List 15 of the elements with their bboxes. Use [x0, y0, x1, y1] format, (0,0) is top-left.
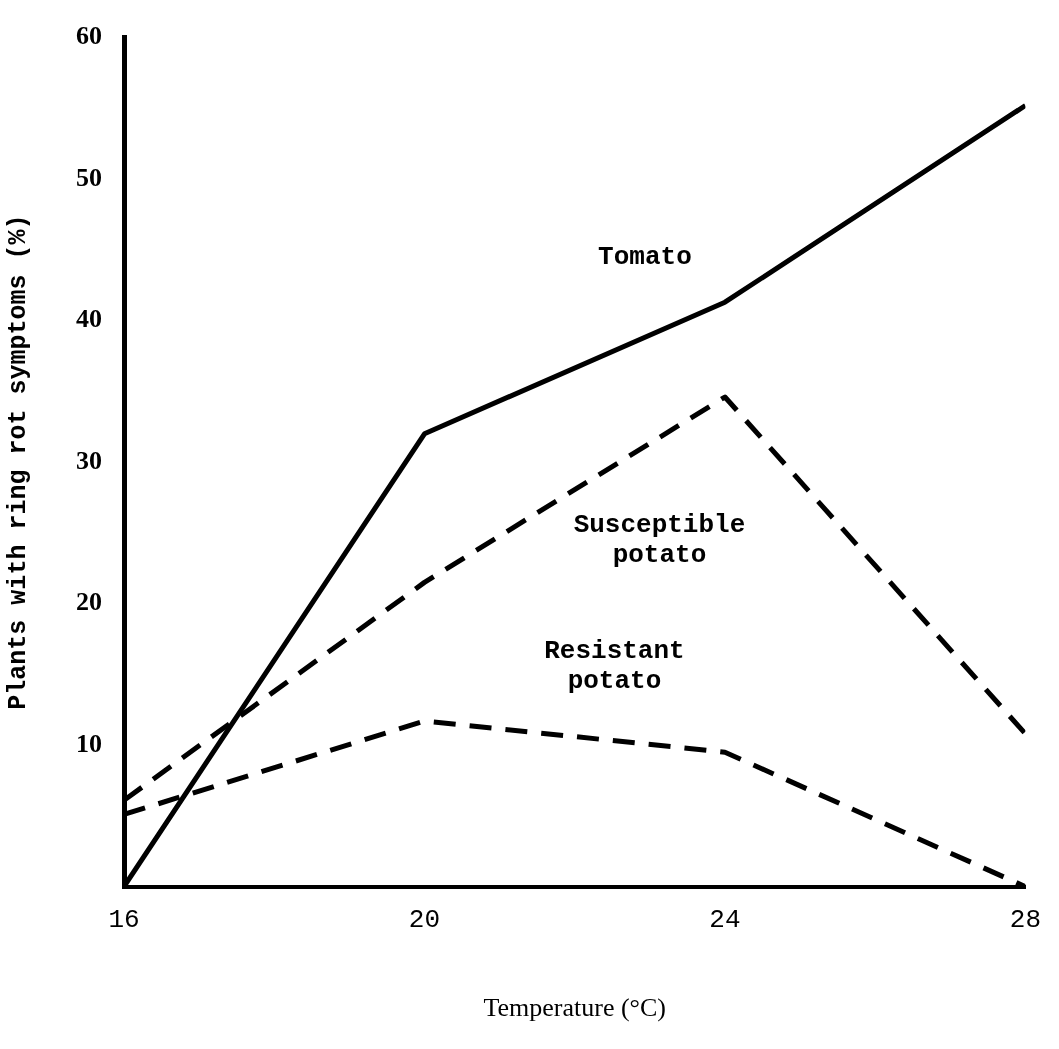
x-tick-label: 20 — [408, 905, 441, 936]
y-tick-label: 40 — [76, 304, 102, 334]
y-tick-label: 60 — [76, 21, 102, 51]
x-tick-label: 28 — [1009, 905, 1042, 936]
x-tick-label: 24 — [709, 905, 741, 936]
y-axis-title: Plants with ring rot symptoms (%) — [4, 214, 34, 710]
x-tick-label: 16 — [108, 905, 140, 936]
x-axis-title: Temperature (°C) — [483, 993, 666, 1023]
y-tick-label: 10 — [76, 728, 102, 758]
series-label: Resistant potato — [544, 635, 685, 696]
y-tick-label: 20 — [76, 587, 102, 617]
y-tick-label: 50 — [76, 162, 102, 192]
series-label: Tomato — [598, 241, 692, 272]
series-label: Susceptible potato — [573, 509, 746, 570]
y-tick-label: 30 — [76, 445, 102, 475]
